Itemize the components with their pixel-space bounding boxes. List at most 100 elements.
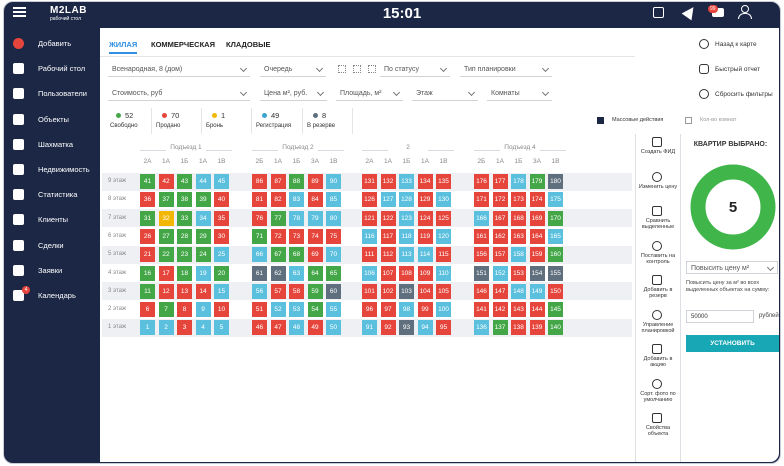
apartment-cell[interactable]: 135 — [436, 174, 451, 189]
apartment-cell[interactable]: 126 — [362, 192, 377, 208]
apartment-cell[interactable]: 106 — [362, 265, 377, 281]
tool-icon[interactable] — [652, 240, 662, 251]
apartment-cell[interactable]: 36 — [140, 192, 155, 208]
tool-label[interactable]: Сорт. фото по умолчанию — [640, 390, 676, 403]
apartment-cell[interactable]: 65 — [326, 265, 341, 281]
apartment-cell[interactable]: 94 — [417, 320, 433, 336]
filter-select[interactable]: Площадь, м² — [336, 87, 403, 101]
apartment-cell[interactable]: 137 — [492, 320, 508, 336]
apartment-cell[interactable]: 58 — [289, 283, 304, 299]
apartment-cell[interactable]: 59 — [307, 283, 323, 299]
apartment-cell[interactable]: 40 — [214, 192, 229, 208]
apartment-cell[interactable]: 48 — [289, 320, 304, 336]
apartment-cell[interactable]: 93 — [399, 320, 414, 336]
apartment-cell[interactable]: 103 — [399, 283, 414, 299]
tool-label[interactable]: Создать ФИД — [640, 149, 676, 155]
apartment-cell[interactable]: 1 — [140, 320, 155, 336]
apartment-cell[interactable]: 127 — [380, 192, 396, 208]
apartment-cell[interactable]: 130 — [436, 192, 451, 208]
tab[interactable]: КОММЕРЧЕСКАЯ — [151, 40, 215, 49]
apartment-cell[interactable]: 49 — [307, 320, 323, 336]
apartment-cell[interactable]: 5 — [214, 320, 229, 336]
apartment-cell[interactable]: 26 — [140, 228, 155, 244]
apartment-cell[interactable]: 133 — [399, 174, 414, 189]
apartment-cell[interactable]: 50 — [326, 320, 341, 336]
apartment-cell[interactable]: 54 — [307, 302, 323, 318]
apartment-cell[interactable]: 152 — [492, 265, 508, 281]
apartment-cell[interactable]: 123 — [399, 210, 414, 226]
action-link[interactable]: Назад к карте — [715, 41, 757, 48]
apartment-cell[interactable]: 179 — [529, 174, 545, 189]
apartment-cell[interactable]: 117 — [380, 228, 396, 244]
apartment-cell[interactable]: 88 — [289, 174, 304, 189]
menu-item[interactable]: Пользователи — [38, 89, 87, 99]
apartment-cell[interactable]: 45 — [214, 174, 229, 189]
apartment-cell[interactable]: 42 — [158, 174, 174, 189]
apartment-cell[interactable]: 105 — [436, 283, 451, 299]
apartment-cell[interactable]: 18 — [177, 265, 192, 281]
menu-item[interactable]: Заявки — [38, 265, 63, 275]
tool-icon[interactable] — [652, 413, 662, 423]
apartment-cell[interactable]: 75 — [326, 228, 341, 244]
apartment-cell[interactable]: 180 — [548, 174, 563, 189]
apartment-cell[interactable]: 16 — [140, 265, 155, 281]
apartment-cell[interactable]: 84 — [307, 192, 323, 208]
messages-icon[interactable] — [712, 8, 724, 17]
apartment-cell[interactable]: 118 — [399, 228, 414, 244]
apartment-cell[interactable]: 124 — [417, 210, 433, 226]
apartment-cell[interactable]: 55 — [326, 302, 341, 318]
profile-card-icon[interactable] — [653, 7, 664, 18]
tool-label[interactable]: Свойства объекта — [645, 425, 671, 437]
apartment-cell[interactable]: 6 — [140, 302, 155, 318]
tool-label[interactable]: Изменить цену — [638, 183, 678, 190]
checkbox[interactable] — [685, 117, 692, 124]
menu-item[interactable]: Статистика — [38, 190, 78, 200]
apartment-cell[interactable]: 110 — [436, 265, 451, 281]
apartment-cell[interactable]: 90 — [326, 174, 341, 189]
apartment-cell[interactable]: 115 — [436, 247, 451, 263]
apartment-cell[interactable]: 66 — [252, 247, 267, 263]
apartment-cell[interactable]: 101 — [362, 283, 377, 299]
menu-item[interactable]: Сделки — [38, 240, 64, 250]
apartment-cell[interactable]: 114 — [417, 247, 433, 263]
filter-select[interactable]: Стоимость, руб — [108, 87, 250, 101]
apartment-cell[interactable]: 56 — [252, 283, 267, 299]
apartment-cell[interactable]: 95 — [436, 320, 451, 336]
tool-label[interactable]: Поставить на контроль — [640, 252, 676, 265]
filter-select[interactable]: Комнаты — [487, 87, 552, 101]
apartment-cell[interactable]: 30 — [214, 228, 229, 244]
apartment-cell[interactable]: 35 — [214, 210, 229, 226]
apartment-cell[interactable]: 76 — [252, 210, 267, 226]
apartment-cell[interactable]: 12 — [158, 283, 174, 299]
apartment-cell[interactable]: 151 — [474, 265, 489, 281]
tool-label[interactable]: Добавить в акцию — [643, 356, 673, 368]
apartment-cell[interactable]: 149 — [529, 283, 545, 299]
apartment-cell[interactable]: 104 — [417, 283, 433, 299]
filter-select[interactable]: Очередь — [260, 63, 326, 77]
apartment-cell[interactable]: 109 — [417, 265, 433, 281]
apartment-cell[interactable]: 80 — [326, 210, 341, 226]
tool-icon[interactable] — [652, 137, 662, 147]
apartment-cell[interactable]: 53 — [289, 302, 304, 318]
apartment-cell[interactable]: 10 — [214, 302, 229, 318]
apartment-cell[interactable]: 87 — [270, 174, 286, 189]
apartment-cell[interactable]: 158 — [511, 247, 526, 263]
apartment-cell[interactable]: 167 — [492, 210, 508, 226]
apartment-cell[interactable]: 131 — [362, 174, 377, 189]
apartment-cell[interactable]: 143 — [511, 302, 526, 318]
apartment-cell[interactable]: 28 — [177, 228, 192, 244]
apartment-cell[interactable]: 46 — [252, 320, 267, 336]
apartment-cell[interactable]: 163 — [511, 228, 526, 244]
apartment-cell[interactable]: 52 — [270, 302, 286, 318]
apartment-cell[interactable]: 164 — [529, 228, 545, 244]
apartment-cell[interactable]: 71 — [252, 228, 267, 244]
filter-select[interactable]: Всенародная, 8 (дом) — [108, 63, 250, 77]
apartment-cell[interactable]: 25 — [214, 247, 229, 263]
apartment-cell[interactable]: 47 — [270, 320, 286, 336]
apartment-cell[interactable]: 144 — [529, 302, 545, 318]
apartment-cell[interactable]: 122 — [380, 210, 396, 226]
apartment-cell[interactable]: 177 — [492, 174, 508, 189]
apartment-cell[interactable]: 9 — [195, 302, 211, 318]
tool-icon[interactable] — [652, 206, 662, 216]
apartment-cell[interactable]: 121 — [362, 210, 377, 226]
